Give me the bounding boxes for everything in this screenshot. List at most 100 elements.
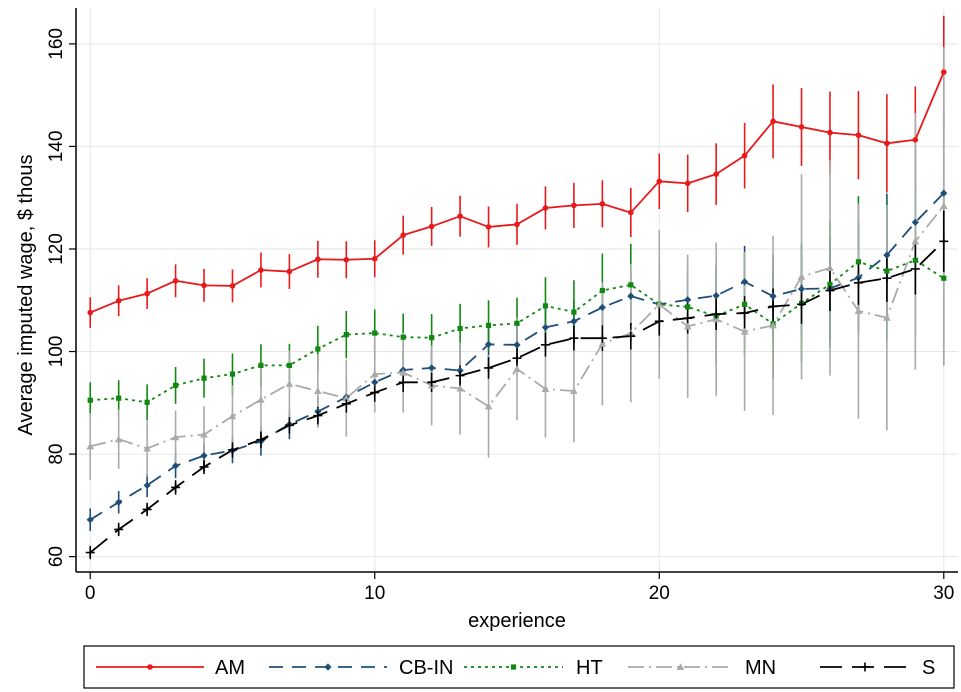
point-ht-6: [258, 362, 264, 368]
y-tick-label-160: 160: [46, 28, 67, 60]
point-cb-in-1: [115, 498, 123, 506]
point-mn-2: [143, 444, 151, 452]
point-am-16: [542, 205, 549, 211]
x-tick-label-10: 10: [364, 583, 385, 604]
point-am-23: [741, 152, 748, 159]
point-am-22: [713, 171, 719, 177]
point-cb-in-3: [171, 462, 180, 470]
point-s-25: [797, 299, 807, 309]
point-s-14: [484, 363, 494, 373]
point-am-20: [656, 178, 663, 185]
point-mn-28: [883, 313, 891, 321]
point-ht-21: [685, 304, 691, 310]
point-s-21: [683, 313, 693, 323]
point-s-6: [256, 435, 266, 445]
point-s-17: [569, 333, 579, 343]
point-s-11: [398, 377, 408, 387]
point-cb-in-14: [484, 340, 493, 348]
point-am-3: [172, 277, 179, 284]
point-mn-1: [114, 435, 123, 443]
point-s-29: [910, 264, 920, 274]
point-am-1: [115, 297, 122, 304]
point-mn-13: [456, 384, 464, 392]
point-cb-in-13: [456, 366, 464, 375]
legend-label-ht: HT: [576, 657, 603, 679]
point-am-11: [400, 232, 406, 238]
point-ht-14: [485, 322, 492, 328]
legend-label-s: S: [922, 657, 935, 679]
point-am-14: [485, 224, 492, 230]
point-cb-in-30: [940, 189, 948, 197]
x-tick-label-30: 30: [933, 583, 954, 604]
point-cb-in-27: [854, 274, 863, 282]
legend-marker-am: [147, 664, 153, 670]
point-ht-11: [400, 334, 406, 340]
point-s-1: [114, 524, 124, 534]
point-am-25: [798, 124, 805, 130]
y-tick-label-60: 60: [46, 546, 67, 567]
point-cb-in-24: [769, 292, 777, 300]
point-ht-7: [286, 362, 292, 368]
point-am-13: [457, 213, 463, 219]
point-am-12: [428, 223, 435, 230]
point-am-24: [770, 118, 776, 125]
point-ht-8: [315, 346, 321, 352]
point-am-28: [884, 140, 890, 147]
point-s-24: [768, 301, 778, 311]
point-s-18: [597, 333, 607, 343]
legend-items: AM CB-IN HT MN S: [96, 657, 935, 679]
point-s-15: [512, 353, 522, 363]
point-am-5: [229, 283, 236, 289]
grid-layer: [76, 8, 958, 572]
point-s-5: [227, 445, 237, 455]
point-s-9: [341, 399, 351, 409]
point-mn-30: [939, 202, 948, 209]
point-ht-30: [941, 275, 947, 281]
point-mn-10: [370, 370, 379, 378]
point-cb-in-22: [712, 292, 720, 300]
point-mn-25: [797, 272, 806, 280]
series-markers-layer: [85, 69, 949, 558]
point-ht-27: [855, 259, 862, 265]
point-am-30: [940, 69, 947, 75]
ticks-layer: 0 10 20 30 60 80 100 120 140 160: [46, 28, 954, 604]
point-mn-18: [598, 340, 607, 347]
point-s-16: [540, 340, 550, 350]
point-am-10: [371, 255, 378, 262]
point-mn-11: [399, 368, 407, 376]
point-am-9: [343, 256, 350, 263]
legend-label-am: AM: [215, 657, 245, 679]
legend-marker-ht: [510, 664, 517, 670]
point-mn-21: [683, 322, 692, 330]
point-cb-in-15: [513, 341, 521, 349]
point-s-28: [882, 273, 892, 283]
legend-label-cb-in: CB-IN: [399, 657, 453, 679]
point-mn-3: [171, 433, 180, 441]
point-am-0: [87, 309, 94, 316]
point-cb-in-2: [143, 481, 151, 489]
y-tick-label-140: 140: [46, 131, 67, 163]
point-ht-2: [144, 399, 150, 405]
point-s-0: [85, 548, 95, 558]
point-ht-17: [571, 309, 577, 315]
point-mn-0: [86, 442, 95, 450]
point-cb-in-16: [541, 323, 550, 332]
point-ht-15: [514, 320, 520, 326]
point-cb-in-18: [598, 303, 606, 312]
point-mn-6: [257, 395, 265, 403]
x-tick-label-0: 0: [85, 583, 96, 604]
point-s-8: [313, 411, 323, 421]
y-axis-title: Average imputed wage, $ thous: [15, 155, 37, 436]
legend-box: [83, 645, 955, 689]
point-mn-14: [484, 402, 493, 410]
point-s-13: [455, 371, 465, 381]
point-s-19: [626, 331, 636, 341]
point-ht-1: [116, 395, 122, 401]
point-ht-19: [628, 282, 634, 288]
point-am-15: [514, 221, 520, 228]
point-cb-in-10: [371, 378, 379, 386]
point-am-21: [684, 180, 691, 187]
point-ht-23: [742, 301, 748, 307]
